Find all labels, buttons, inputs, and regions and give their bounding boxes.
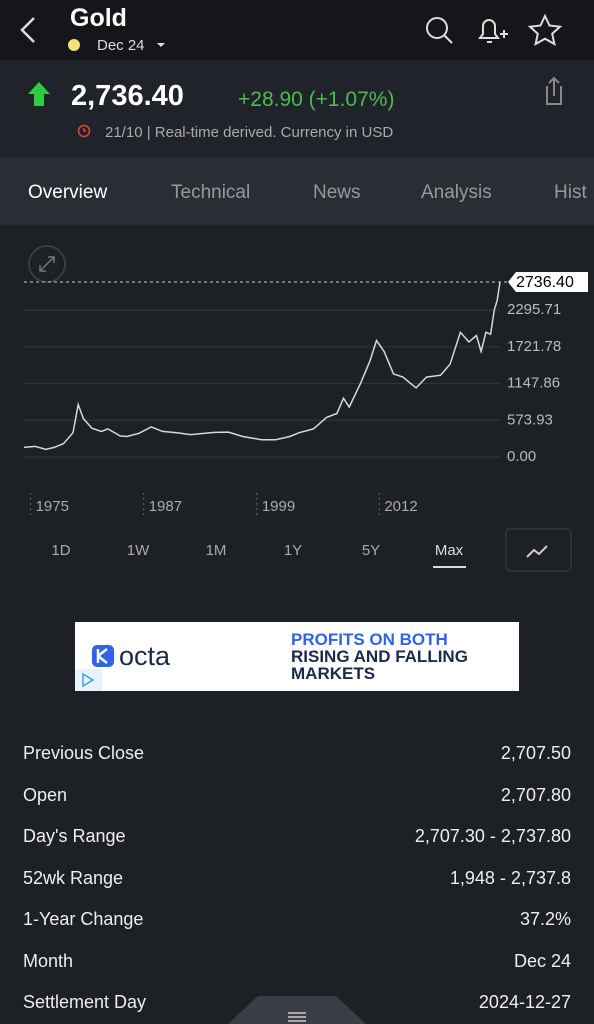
quote-note: 21/10 | Real-time derived. Currency in U… xyxy=(105,124,394,141)
expand-icon[interactable] xyxy=(28,245,66,283)
share-icon[interactable] xyxy=(546,76,562,105)
search-icon[interactable] xyxy=(426,17,453,44)
ad-logo-mark xyxy=(96,648,108,664)
handle-icon xyxy=(288,1012,306,1022)
stat-value: 2,707.80 xyxy=(500,784,571,805)
change: +28.90 (+1.07%) xyxy=(238,88,395,111)
range-button[interactable]: 5Y xyxy=(362,542,380,559)
quote-icons xyxy=(28,76,562,138)
range-button[interactable]: 1D xyxy=(51,542,70,559)
price-line xyxy=(23,281,501,451)
ad-headline-line: PROFITS ON BOTH xyxy=(291,630,448,649)
tab[interactable]: Overview xyxy=(28,182,108,203)
ad-headline-line: MARKETS xyxy=(291,664,376,683)
bottom-handle xyxy=(228,996,366,1024)
top-icons xyxy=(20,13,563,51)
stat-label: 52wk Range xyxy=(23,867,124,888)
range-button[interactable]: 1W xyxy=(127,542,150,559)
price: 2,736.40 xyxy=(71,80,184,112)
stat-value: 1,948 - 2,737.8 xyxy=(449,867,571,888)
stat-value: 2,707.30 - 2,737.80 xyxy=(414,826,571,846)
last-price-label: 2736.40 xyxy=(516,274,574,291)
ad-headline: PROFITS ON BOTH RISING AND FALLING MARKETS xyxy=(291,631,468,682)
y-tick-label: 0.00 xyxy=(507,448,536,465)
tab[interactable]: Analysis xyxy=(421,182,492,203)
stat-value: 2024-12-27 xyxy=(478,992,571,1012)
tab[interactable]: Hist xyxy=(554,182,587,203)
ad-brand: octa xyxy=(119,641,171,671)
stat-value: 2,707.50 xyxy=(500,743,571,763)
stat-label: Open xyxy=(23,784,68,805)
tab-bar: Overview Technical News Analysis Hist xyxy=(0,157,594,225)
stat-value: Dec 24 xyxy=(513,950,571,971)
stat-value: 37.2% xyxy=(519,909,571,929)
alert-icon[interactable] xyxy=(478,19,508,43)
range-button[interactable]: Max xyxy=(435,542,464,559)
stat-label: 1-Year Change xyxy=(23,909,144,929)
ad-banner[interactable] xyxy=(75,622,519,691)
y-tick-label: 2295.71 xyxy=(507,301,561,318)
ad-choice[interactable] xyxy=(75,669,102,691)
dropdown-icon[interactable] xyxy=(157,43,165,47)
contract-dot xyxy=(68,39,80,51)
x-tick-label: 1987 xyxy=(149,498,182,515)
x-tick-label: 1999 xyxy=(262,498,295,515)
up-arrow xyxy=(28,82,50,106)
tab[interactable]: News xyxy=(313,182,361,203)
y-tick-label: 1721.78 xyxy=(507,338,561,355)
x-tick-label: 1975 xyxy=(36,498,69,515)
clock-icon xyxy=(77,124,91,138)
favorite-icon[interactable] xyxy=(527,13,563,46)
y-tick-label: 573.93 xyxy=(507,411,553,428)
tab[interactable]: Technical xyxy=(171,182,251,203)
contract[interactable]: Dec 24 xyxy=(97,37,145,54)
ad-logo xyxy=(92,645,114,667)
x-tick-label: 2012 xyxy=(384,498,417,515)
ad-headline-line: RISING AND FALLING xyxy=(291,647,468,666)
y-tick-label: 1147.86 xyxy=(507,375,560,392)
stat-label: Previous Close xyxy=(23,743,145,763)
title: Gold xyxy=(70,4,127,32)
ad-choice-icon xyxy=(82,672,95,688)
range-button[interactable]: 1M xyxy=(206,542,227,559)
stat-label: Month xyxy=(23,950,74,971)
back-icon[interactable] xyxy=(20,17,35,43)
stat-label: Settlement Day xyxy=(23,992,147,1012)
range-button[interactable]: 1Y xyxy=(284,542,302,559)
chart-type-button[interactable] xyxy=(505,528,572,572)
ad-graphics xyxy=(75,645,114,691)
chart: 0.00 573.93 1147.86 1721.78 2295.71 1975 1987 1… xyxy=(23,245,588,572)
last-price-box xyxy=(508,272,588,293)
chart-type-icon xyxy=(526,545,548,558)
stat-label: Day's Range xyxy=(23,826,126,846)
handle[interactable] xyxy=(228,996,366,1024)
quote-panel xyxy=(0,60,594,157)
